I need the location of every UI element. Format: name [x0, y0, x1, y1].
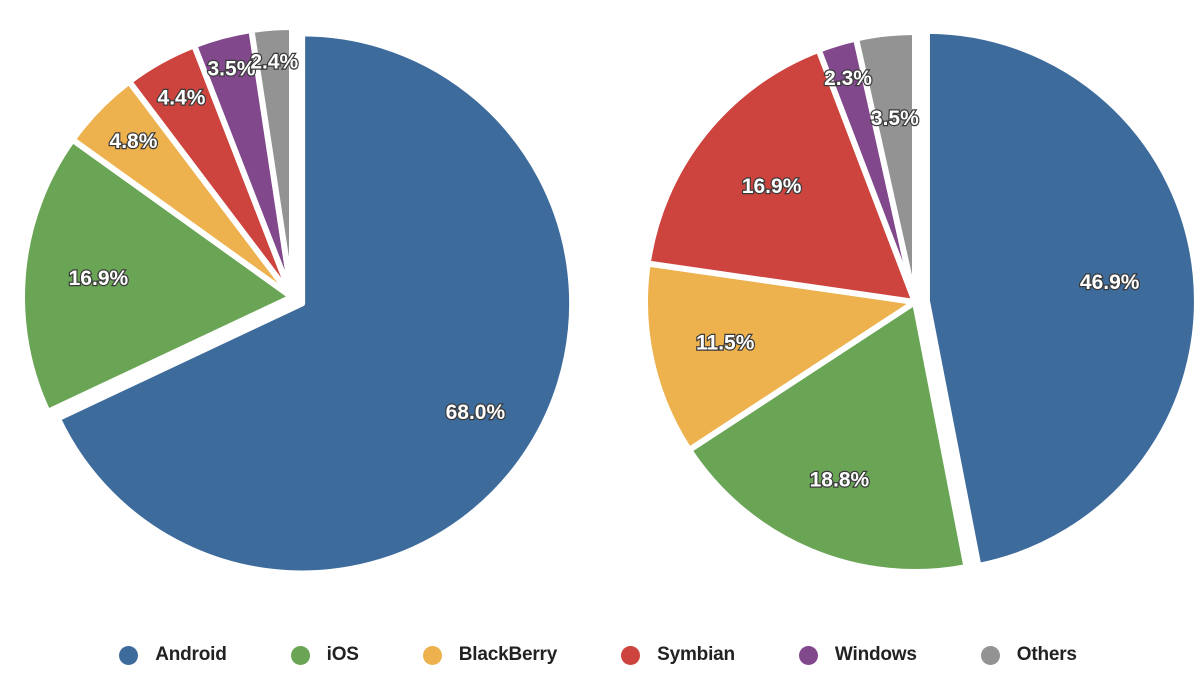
legend-item-others[interactable]: Others	[980, 644, 1077, 666]
legend-label: Others	[1016, 644, 1077, 665]
slice-label-blackberry: 4.8%	[110, 130, 158, 153]
slice-label-android: 46.9%	[1080, 271, 1140, 294]
legend-label: BlackBerry	[458, 644, 558, 665]
pie-slice-blackberry[interactable]	[642, 260, 918, 454]
legend-item-windows[interactable]: Windows	[798, 644, 917, 666]
pie-slice-ios[interactable]	[19, 136, 295, 415]
legend-item-ios[interactable]: iOS	[290, 644, 359, 666]
legend-label: Android	[155, 644, 227, 665]
slice-label-ios: 16.9%	[69, 267, 129, 290]
legend: Android iOS BlackBerry Symbian Windows O…	[0, 640, 1200, 670]
slice-label-windows: 2.3%	[824, 67, 872, 90]
slice-label-blackberry: 11.5%	[696, 332, 755, 355]
legend-label: Symbian	[657, 644, 735, 665]
legend-dot-ios	[290, 645, 310, 665]
legend-item-symbian[interactable]: Symbian	[621, 644, 735, 666]
pie-slice-others[interactable]	[248, 24, 295, 300]
legend-item-blackberry[interactable]: BlackBerry	[422, 644, 558, 666]
pie-charts: 68.0%16.9%4.8%4.4%3.5%2.4% 46.9%18.8%11.…	[19, 24, 1200, 577]
slice-label-others: 2.4%	[250, 50, 298, 73]
pie-slice-android[interactable]	[54, 30, 576, 577]
slice-label-others: 3.5%	[871, 107, 919, 130]
slice-label-ios: 18.8%	[810, 469, 870, 492]
pie-slice-others[interactable]	[853, 29, 918, 305]
legend-label: Windows	[834, 644, 917, 665]
legend-dot-windows	[798, 645, 818, 665]
pie-chart-right: 46.9% 18.8% 11.5% 16.9% 2.3% 3.5%	[642, 27, 1200, 575]
slice-label-android: 68.0%	[446, 401, 506, 424]
legend-dot-others	[980, 645, 1000, 665]
legend-dot-android	[119, 645, 139, 665]
slice-label-windows: 3.5%	[208, 58, 256, 81]
legend-dot-symbian	[621, 645, 641, 665]
pie-slice-android[interactable]	[923, 27, 1200, 569]
pie-slice-ios[interactable]	[686, 299, 970, 575]
slice-label-symbian: 4.4%	[158, 86, 206, 109]
pie-slice-symbian[interactable]	[644, 46, 918, 305]
slice-label-symbian: 16.9%	[742, 175, 802, 198]
legend-dot-blackberry	[422, 645, 442, 665]
legend-label: iOS	[326, 644, 359, 665]
pie-chart-left: 68.0% 16.9% 4.8%4.4%3.5%2.4%	[19, 24, 576, 577]
legend-item-android[interactable]: Android	[119, 644, 227, 666]
